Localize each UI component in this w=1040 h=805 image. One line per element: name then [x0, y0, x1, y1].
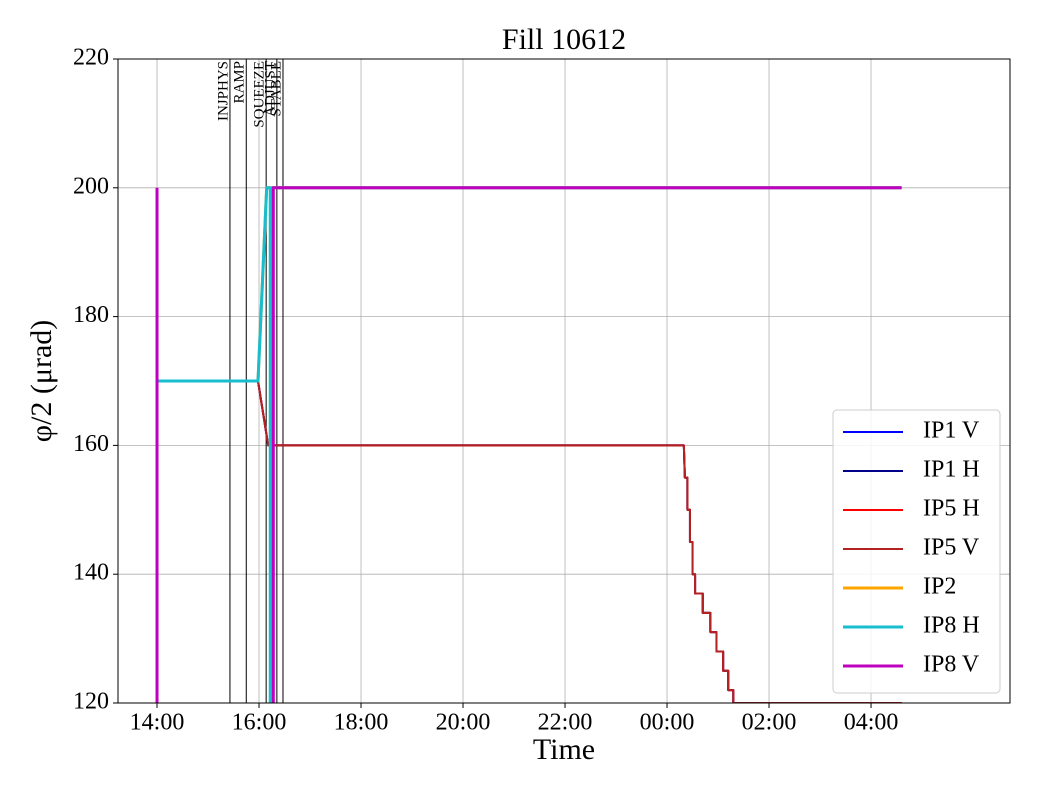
mode-label: RAMP	[232, 61, 248, 104]
legend-box	[832, 409, 1001, 694]
x-tick-label: 02:00	[742, 710, 797, 736]
series-line	[155, 186, 902, 703]
series-line	[157, 186, 902, 703]
x-tick-label: 22:00	[538, 710, 593, 736]
legend-label: IP8 V	[923, 652, 980, 678]
y-axis-label: φ/2 (μrad)	[25, 320, 58, 443]
plot-frame	[117, 58, 1011, 704]
legend-label: IP1 V	[923, 418, 980, 444]
legend-label: IP2	[923, 574, 956, 600]
mode-label: SQUEEZE	[252, 61, 268, 128]
chart-title: Fill 10612	[502, 23, 626, 56]
legend-label: IP5 H	[923, 496, 980, 522]
x-axis-label: Time	[533, 733, 595, 766]
x-tick-label: 04:00	[844, 710, 899, 736]
y-tick-label: 220	[73, 45, 109, 71]
x-tick-label: 16:00	[232, 710, 287, 736]
x-tick-label: 20:00	[436, 710, 491, 736]
y-tick-label: 160	[73, 431, 109, 457]
y-tick-label: 140	[73, 560, 109, 586]
y-tick-label: 180	[73, 302, 109, 328]
plot-area	[155, 186, 902, 703]
x-tick-label: 18:00	[334, 710, 389, 736]
y-tick-label: 200	[73, 173, 109, 199]
y-tick-label: 120	[73, 689, 109, 715]
mode-label: STABLE	[268, 61, 284, 116]
series-line	[157, 380, 902, 703]
mode-label: INJPHYS	[215, 61, 231, 121]
legend-label: IP8 H	[923, 613, 980, 639]
mode-label: ADJUST	[262, 61, 278, 117]
legend-label: IP5 V	[923, 535, 980, 561]
x-tick-label: 14:00	[130, 710, 185, 736]
x-tick-label: 00:00	[640, 710, 695, 736]
legend-label: IP1 H	[923, 457, 980, 483]
